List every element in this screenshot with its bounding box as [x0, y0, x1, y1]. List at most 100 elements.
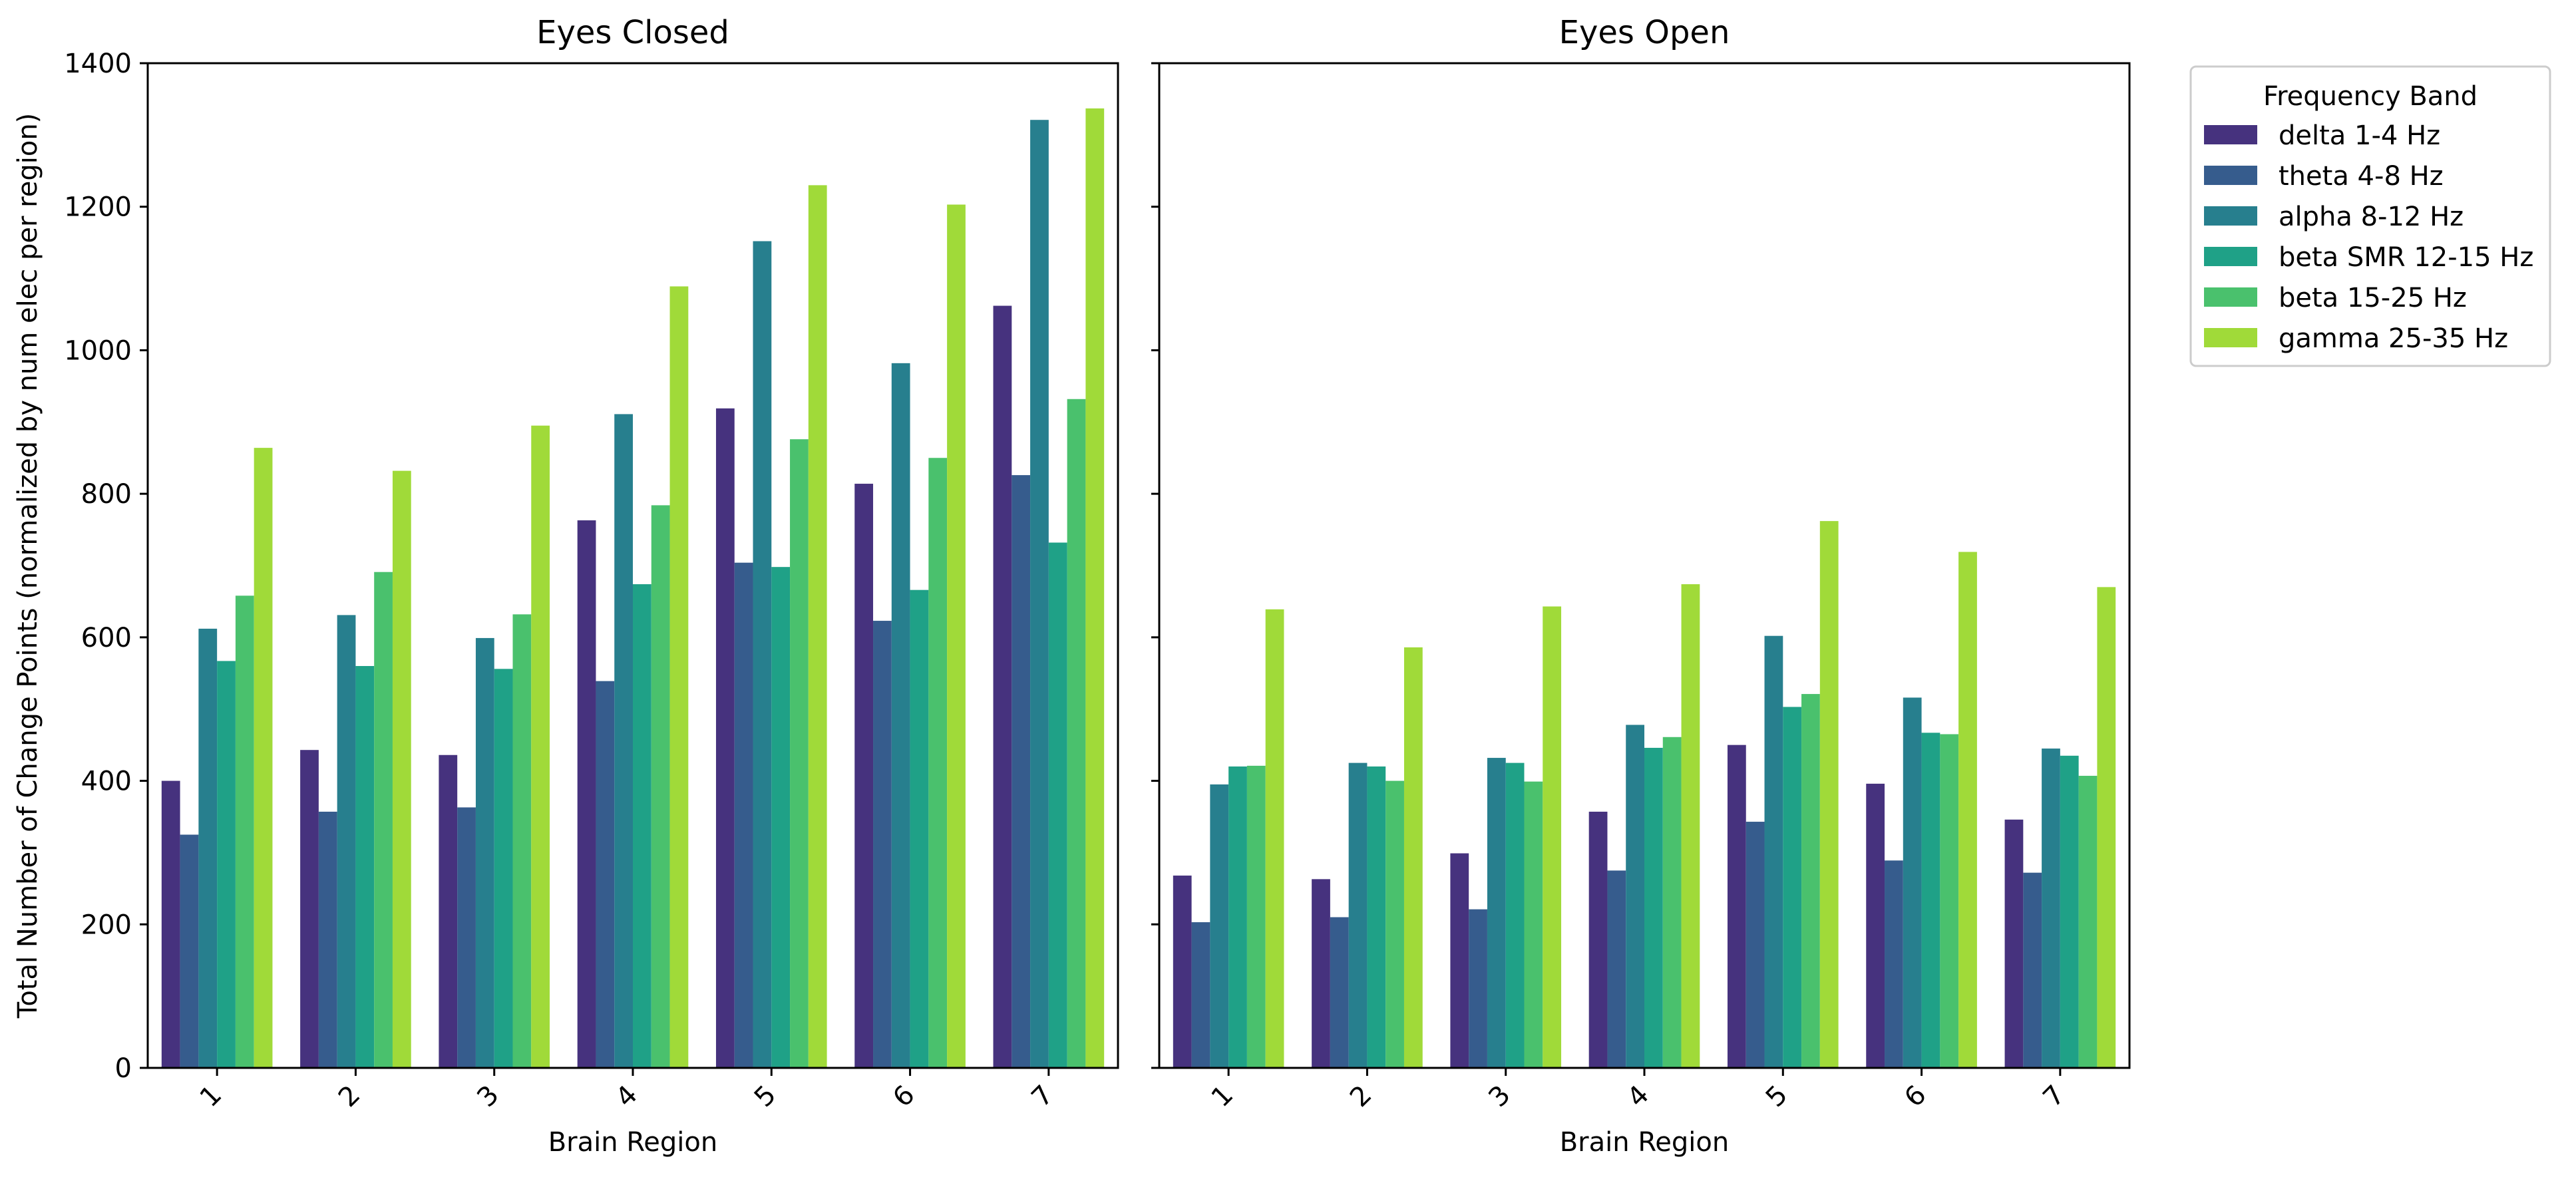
bar-p2-s5-c1 [1246, 765, 1266, 1068]
bar-p2-s1-c3 [1450, 853, 1469, 1068]
y-tick-label-3: 600 [81, 623, 132, 653]
legend-swatch-1 [2204, 125, 2257, 144]
bar-p2-s2-c3 [1469, 909, 1487, 1068]
bar-p1-s4-c7 [1048, 542, 1067, 1068]
bar-p2-s6-c4 [1681, 584, 1700, 1068]
x-tick-label-p2-1: 1 [1206, 1080, 1240, 1114]
legend-label-1: delta 1-4 Hz [2279, 120, 2440, 151]
bar-p2-s4-c5 [1783, 707, 1802, 1068]
bar-p1-s6-c2 [392, 470, 411, 1068]
bar-p1-s5-c6 [928, 458, 948, 1068]
bar-p2-s6-c3 [1543, 606, 1562, 1068]
y-tick-label-7: 1400 [64, 49, 132, 79]
bar-p1-s5-c4 [651, 505, 670, 1068]
legend-label-3: alpha 8-12 Hz [2279, 202, 2464, 232]
bar-p1-s1-c1 [161, 780, 180, 1068]
bar-p1-s6-c1 [254, 448, 273, 1068]
bar-p2-s1-c5 [1727, 745, 1746, 1068]
bar-p1-s4-c3 [494, 669, 513, 1068]
x-tick-label-p1-7: 7 [1025, 1080, 1059, 1114]
y-tick-label-2: 400 [81, 766, 132, 797]
bar-p1-s1-c5 [715, 408, 735, 1068]
bar-p2-s2-c6 [1885, 860, 1903, 1068]
x-tick-label-p1-6: 6 [887, 1080, 921, 1114]
y-tick-label-6: 1200 [64, 192, 132, 223]
bar-p1-s6-c5 [808, 185, 827, 1068]
bar-p1-s2-c2 [318, 811, 337, 1068]
bar-p1-s2-c5 [734, 562, 753, 1068]
legend-swatch-4 [2204, 247, 2257, 266]
bar-p2-s3-c6 [1903, 697, 1922, 1068]
y-tick-label-4: 800 [81, 479, 132, 510]
bar-p1-s3-c6 [891, 363, 910, 1069]
bar-p1-s3-c2 [337, 615, 356, 1068]
bar-p1-s6-c3 [531, 425, 550, 1068]
bar-p1-s2-c7 [1012, 475, 1031, 1068]
bar-p1-s1-c3 [439, 755, 458, 1068]
bar-p1-s1-c2 [300, 750, 319, 1068]
x-tick-label-p1-3: 3 [471, 1080, 505, 1114]
x-tick-label-p2-5: 5 [1760, 1080, 1794, 1114]
bar-p2-s5-c6 [1940, 734, 1959, 1068]
bar-p1-s3-c1 [198, 628, 218, 1068]
bar-p2-s4-c7 [2060, 755, 2079, 1068]
legend-label-5: beta 15-25 Hz [2279, 283, 2467, 313]
bar-p2-s2-c7 [2023, 872, 2042, 1068]
bar-p1-s2-c1 [180, 834, 199, 1068]
bar-p2-s1-c7 [2004, 819, 2024, 1068]
bar-p2-s4-c3 [1505, 762, 1525, 1068]
bar-p2-s6-c7 [2097, 587, 2116, 1068]
legend-label-6: gamma 25-35 Hz [2279, 323, 2508, 354]
legend-title: Frequency Band [2263, 81, 2478, 112]
bar-p2-s3-c4 [1626, 725, 1644, 1068]
bar-p1-s4-c5 [771, 567, 791, 1068]
bar-p2-s4-c2 [1367, 766, 1386, 1068]
x-axis-label-2: Brain Region [1560, 1127, 1730, 1158]
bar-p2-s4-c1 [1228, 766, 1247, 1068]
bar-p1-s4-c6 [910, 590, 929, 1068]
bar-p1-s6-c7 [1085, 108, 1105, 1069]
panel-title-2: Eyes Open [1559, 14, 1730, 51]
x-tick-label-p2-7: 7 [2037, 1080, 2071, 1114]
bar-p2-s2-c1 [1191, 922, 1210, 1068]
bar-p2-s6-c6 [1958, 552, 1977, 1068]
bar-p1-s1-c4 [577, 520, 596, 1068]
bar-p1-s1-c7 [993, 305, 1012, 1068]
bar-p1-s5-c3 [512, 614, 532, 1068]
bar-p1-s2-c4 [596, 681, 615, 1068]
bar-p1-s5-c7 [1067, 399, 1086, 1068]
y-tick-label-1: 200 [81, 910, 132, 940]
bar-p1-s6-c6 [947, 204, 966, 1069]
bar-p1-s4-c1 [217, 661, 236, 1068]
bar-p2-s5-c4 [1662, 737, 1682, 1068]
bar-p2-s6-c2 [1403, 647, 1423, 1068]
bar-p1-s3-c7 [1030, 120, 1049, 1068]
bar-p1-s1-c6 [854, 484, 874, 1068]
bar-p2-s3-c1 [1210, 784, 1229, 1068]
x-tick-label-p2-3: 3 [1483, 1080, 1517, 1114]
y-tick-label-0: 0 [115, 1053, 132, 1084]
legend-swatch-3 [2204, 206, 2257, 226]
legend-label-4: beta SMR 12-15 Hz [2279, 242, 2533, 273]
x-tick-label-p2-2: 2 [1344, 1080, 1378, 1114]
x-tick-label-p1-5: 5 [749, 1080, 783, 1114]
bar-p1-s3-c3 [475, 637, 494, 1068]
bar-p1-s3-c5 [753, 241, 772, 1068]
bar-p1-s6-c4 [669, 286, 689, 1069]
x-tick-label-p1-2: 2 [333, 1080, 367, 1114]
bar-p2-s5-c3 [1524, 781, 1543, 1068]
x-tick-label-p2-4: 4 [1622, 1080, 1656, 1114]
bar-p2-s3-c2 [1348, 762, 1368, 1068]
x-tick-label-p1-1: 1 [194, 1080, 228, 1114]
bar-p2-s3-c5 [1764, 635, 1783, 1068]
legend-swatch-6 [2204, 328, 2257, 347]
bar-p1-s4-c2 [355, 666, 375, 1068]
legend-label-2: theta 4-8 Hz [2279, 161, 2444, 192]
y-tick-label-5: 1000 [64, 335, 132, 366]
legend-swatch-5 [2204, 287, 2257, 307]
bar-p1-s4-c4 [633, 584, 651, 1068]
bar-p2-s1-c1 [1173, 875, 1192, 1068]
x-tick-label-p2-6: 6 [1899, 1080, 1932, 1114]
